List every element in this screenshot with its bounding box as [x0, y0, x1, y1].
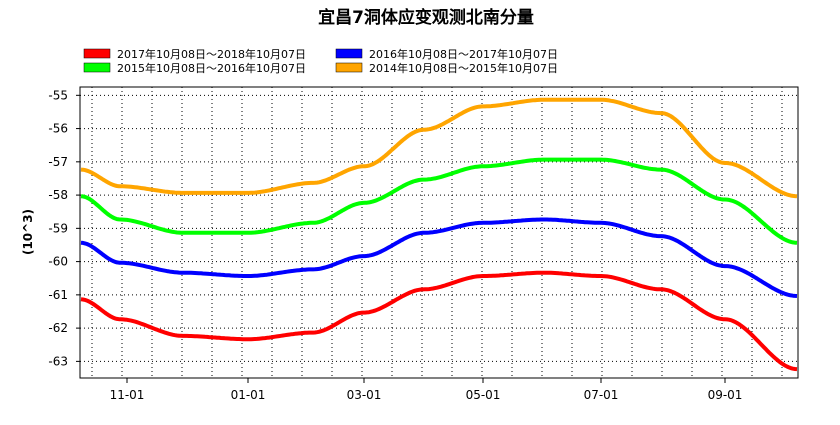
legend-label: 2016年10月08日～2017年10月07日: [369, 47, 558, 61]
series-line: [80, 157, 798, 245]
x-tick-label: 05-01: [466, 388, 501, 402]
y-tick-label: -62: [48, 321, 68, 335]
series-line: [80, 270, 798, 372]
legend-label: 2015年10月08日～2016年10月07日: [117, 61, 306, 75]
y-tick-label: -59: [48, 221, 68, 235]
x-tick-label: 11-01: [110, 388, 145, 402]
legend-swatch: [335, 62, 363, 73]
y-tick-label: -57: [48, 155, 68, 169]
series-line: [80, 97, 798, 199]
y-axis-label: (10^3): [21, 209, 35, 255]
y-tick-label: -58: [48, 188, 68, 202]
plot-frame: [79, 86, 799, 379]
grid: [80, 87, 798, 378]
series-group: [80, 97, 798, 372]
legend-label: 2017年10月08日～2018年10月07日: [117, 47, 306, 61]
x-tick-label: 03-01: [347, 388, 382, 402]
x-tick-label: 01-01: [231, 388, 266, 402]
x-tick-label: 07-01: [584, 388, 619, 402]
legend-swatch: [335, 48, 363, 59]
y-tick-label: -55: [48, 88, 68, 102]
y-axis: -55 -56 -57 -58 -59 -60 -61 -62 -63: [48, 88, 80, 368]
chart-title: 宜昌7洞体应变观测北南分量: [318, 7, 534, 28]
legend-swatch: [83, 62, 111, 73]
series-line: [80, 217, 798, 298]
y-tick-label: -63: [48, 354, 68, 368]
legend-label: 2014年10月08日～2015年10月07日: [369, 61, 558, 75]
x-axis: 11-01 01-01 03-01 05-01 07-01 09-01: [110, 378, 743, 402]
y-tick-label: -61: [48, 288, 68, 302]
legend: 2017年10月08日～2018年10月07日 2016年10月08日～2017年…: [83, 47, 558, 75]
y-tick-label: -56: [48, 122, 68, 136]
x-tick-label: 09-01: [708, 388, 743, 402]
y-tick-label: -60: [48, 255, 68, 269]
legend-swatch: [83, 48, 111, 59]
